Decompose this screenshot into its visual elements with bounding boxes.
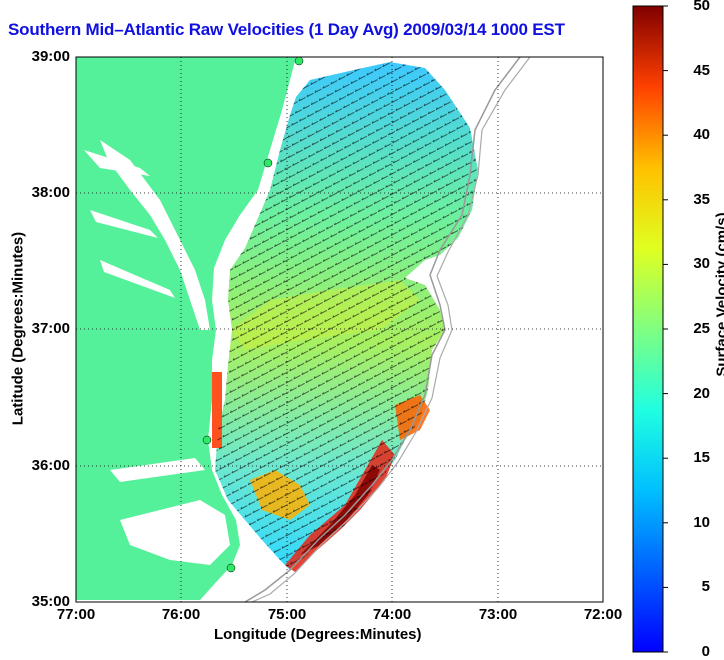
colorbar-tick-label: 40	[680, 126, 710, 143]
colorbar-tick-label: 15	[680, 449, 710, 466]
x-tick-label: 77:00	[46, 606, 106, 623]
y-tick-label: 39:00	[18, 48, 70, 65]
colorbar-ticks	[663, 6, 668, 652]
colorbar	[633, 6, 663, 652]
colorbar-tick-label: 45	[680, 62, 710, 79]
colorbar-label: Surface Velocity (cm/s)	[714, 185, 724, 405]
colorbar-tick-label: 30	[680, 255, 710, 272]
y-axis-label: Latitude (Degrees:Minutes)	[10, 229, 27, 429]
colorbar-tick-label: 5	[680, 578, 710, 595]
radar-station-marker	[264, 159, 272, 167]
colorbar-tick-label: 20	[680, 385, 710, 402]
radar-station-marker	[203, 436, 211, 444]
colorbar-tick-label: 35	[680, 191, 710, 208]
radar-station-marker	[295, 57, 303, 65]
radar-station-marker	[227, 564, 235, 572]
x-tick-label: 75:00	[257, 606, 317, 623]
x-tick-label: 73:00	[468, 606, 528, 623]
y-tick-label: 38:00	[18, 184, 70, 201]
colorbar-tick-label: 50	[680, 0, 710, 14]
x-tick-label: 72:00	[573, 606, 633, 623]
map-title: Southern Mid–Atlantic Raw Velocities (1 …	[8, 20, 565, 40]
x-tick-label: 74:00	[362, 606, 422, 623]
colorbar-tick-label: 10	[680, 514, 710, 531]
colorbar-tick-label: 0	[680, 643, 710, 660]
x-axis-label: Longitude (Degrees:Minutes)	[214, 626, 422, 643]
y-tick-label: 36:00	[18, 457, 70, 474]
x-tick-label: 76:00	[151, 606, 211, 623]
colorbar-tick-label: 25	[680, 320, 710, 337]
